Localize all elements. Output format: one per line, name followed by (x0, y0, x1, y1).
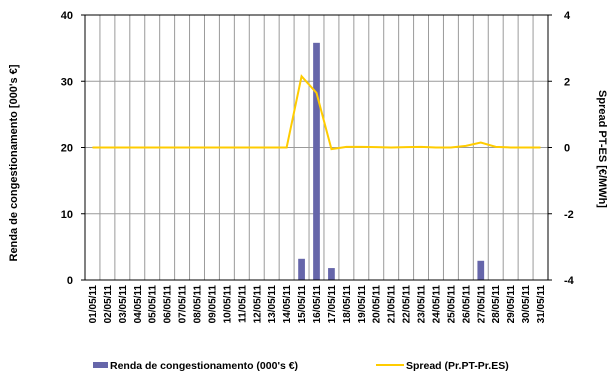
legend-label-line: Spread (Pr.PT-Pr.ES) (406, 360, 509, 372)
x-tick-label: 19/05/11 (357, 285, 368, 324)
x-tick-label: 06/05/11 (163, 285, 174, 324)
x-tick-label: 28/05/11 (491, 285, 502, 324)
bar (298, 258, 305, 280)
x-tick-label: 26/05/11 (461, 285, 472, 324)
left-axis-title: Renda de congestionamento [000's €] (8, 64, 20, 261)
x-tick-label: 24/05/11 (431, 285, 442, 324)
x-tick-label: 08/05/11 (193, 285, 204, 324)
x-tick-label: 21/05/11 (387, 285, 398, 324)
x-tick-label: 11/05/11 (237, 285, 248, 323)
x-tick-label: 14/05/11 (282, 285, 293, 324)
legend: Renda de congestionamento (000's €) Spre… (93, 360, 509, 372)
left-tick-label: 10 (61, 209, 73, 221)
left-tick-label: 0 (67, 275, 73, 287)
right-tick-label: 2 (564, 76, 570, 88)
x-tick-label: 01/05/11 (88, 285, 99, 324)
x-tick-label: 05/05/11 (148, 285, 159, 324)
x-tick-label: 02/05/11 (103, 285, 114, 324)
right-tick-label: -2 (564, 209, 574, 221)
x-tick-label: 09/05/11 (207, 285, 218, 324)
left-axis-ticks: 0 10 20 30 40 (61, 10, 85, 287)
x-tick-label: 04/05/11 (133, 285, 144, 324)
x-tick-label: 12/05/11 (252, 285, 263, 324)
x-tick-label: 18/05/11 (342, 285, 353, 324)
x-tick-label: 13/05/11 (267, 285, 278, 324)
spread-line (92, 74, 541, 151)
left-tick-label: 30 (61, 76, 73, 88)
x-tick-label: 15/05/11 (297, 285, 308, 324)
x-tick-label: 16/05/11 (312, 285, 323, 324)
right-tick-label: -4 (564, 275, 575, 287)
x-tick-label: 17/05/11 (327, 285, 338, 324)
x-tick-label: 07/05/11 (178, 285, 189, 324)
x-tick-label: 03/05/11 (118, 285, 129, 324)
x-tick-label: 20/05/11 (372, 285, 383, 324)
right-axis-ticks: -4 -2 0 2 4 (548, 10, 575, 287)
bar (313, 42, 320, 281)
x-tick-label: 27/05/11 (476, 285, 487, 324)
x-tick-label: 31/05/11 (536, 285, 547, 324)
left-tick-label: 40 (61, 10, 73, 22)
x-tick-label: 10/05/11 (222, 285, 233, 324)
bar-series (298, 42, 485, 281)
x-tick-label: 30/05/11 (521, 285, 532, 324)
bar (328, 268, 335, 280)
x-axis-ticks: 01/05/11 02/05/11 03/05/11 04/05/11 05/05/11… (88, 285, 547, 324)
x-tick-label: 22/05/11 (402, 285, 413, 324)
x-tick-label: 25/05/11 (446, 285, 457, 324)
legend-label-bars: Renda de congestionamento (000's €) (110, 360, 298, 372)
legend-swatch-bars (93, 362, 108, 368)
bar (477, 260, 485, 280)
left-tick-label: 20 (61, 143, 73, 155)
right-axis-title: Spread PT-ES [€/MWh] (596, 90, 608, 208)
x-tick-label: 29/05/11 (506, 285, 517, 324)
line-series (92, 74, 541, 151)
right-tick-label: 0 (564, 143, 570, 155)
right-tick-label: 4 (564, 10, 571, 22)
x-tick-label: 23/05/11 (417, 285, 428, 324)
